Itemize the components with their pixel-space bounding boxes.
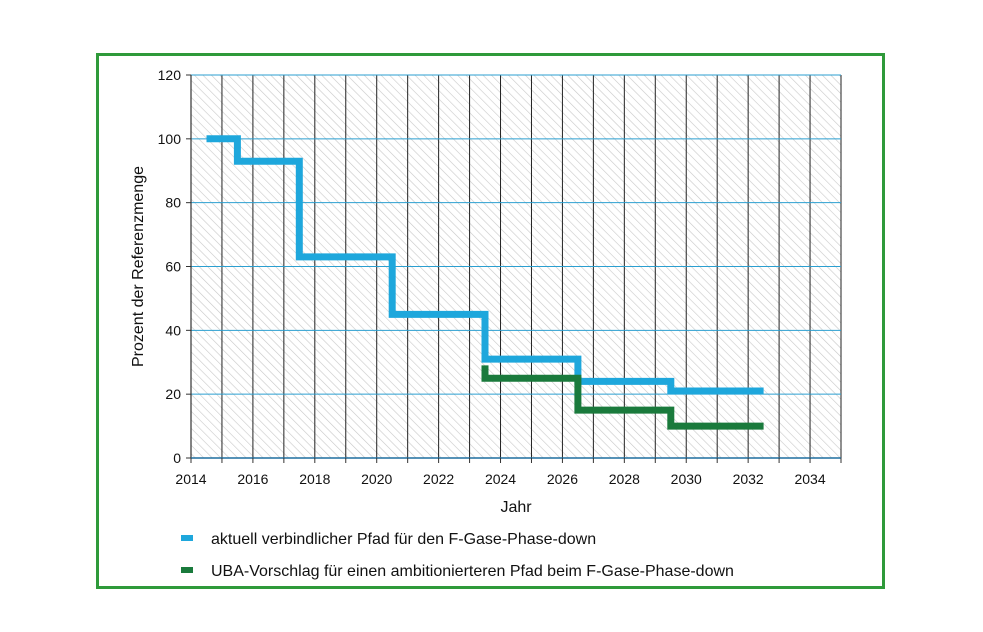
legend-label-current-path: aktuell verbindlicher Pfad für den F-Gas… [211,531,596,548]
series-group [206,135,764,430]
y-tick-label: 20 [165,386,181,402]
y-tick-label: 80 [165,195,181,211]
legend-label-uba-proposal: UBA-Vorschlag für einen ambitionierteren… [211,563,734,580]
x-tick-label: 2022 [423,471,454,487]
legend-swatch-current-path [181,535,193,541]
x-tick-label: 2026 [547,471,578,487]
x-axis-title: Jahr [500,499,532,516]
x-tick-label: 2034 [794,471,825,487]
y-tick-label: 100 [158,131,182,147]
legend-swatch-uba-proposal [181,567,193,573]
x-tick-label: 2020 [361,471,392,487]
series-line-0 [206,135,764,395]
y-axis-title: Prozent der Referenzmenge [130,166,147,367]
x-tick-label: 2014 [175,471,206,487]
x-tick-label: 2016 [237,471,268,487]
x-tick-label: 2028 [609,471,640,487]
y-tick-label: 60 [165,259,181,275]
x-tick-label: 2030 [671,471,702,487]
y-tick-label: 40 [165,322,181,338]
x-tick-label: 2032 [733,471,764,487]
legend: aktuell verbindlicher Pfad für den F-Gas… [181,531,734,580]
series-line-1 [481,365,764,430]
y-tick-label: 0 [173,450,181,466]
x-tick-label: 2018 [299,471,330,487]
grid [191,74,842,458]
y-tick-label: 120 [158,67,182,83]
x-tick-label: 2024 [485,471,516,487]
axes: 0 20 40 60 80 100 120 2014 2016 2018 2020 2022 2024 2… [158,67,842,487]
